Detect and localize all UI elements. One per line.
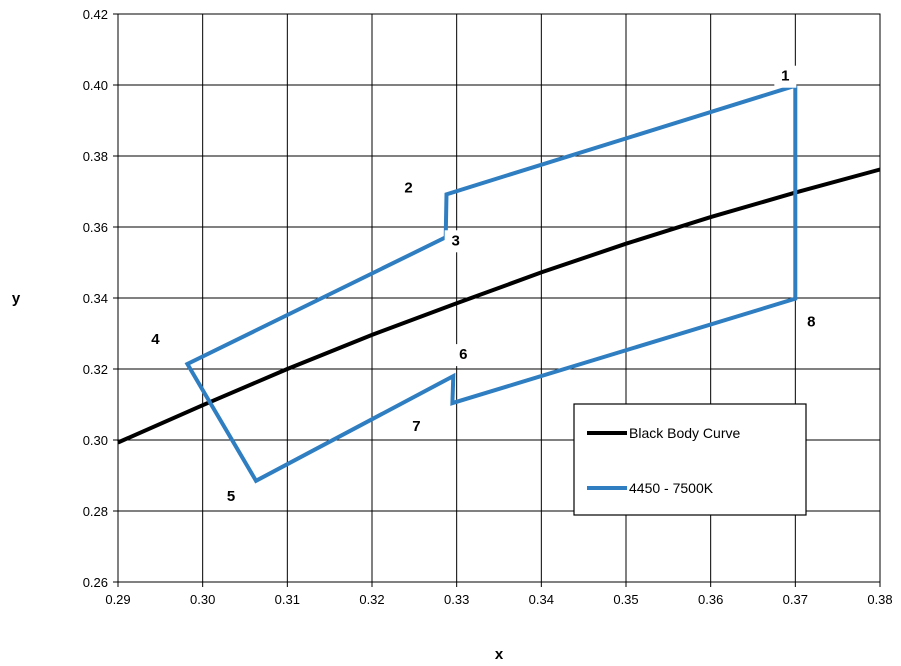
point-labels: 1 2 3 4 5 6 7 8: [144, 65, 823, 508]
y-tick-label: 0.26: [83, 575, 108, 590]
point-label-background: [452, 344, 475, 367]
point-label-background: [800, 311, 823, 334]
y-tick-label: 0.36: [83, 220, 108, 235]
point-label-background: [405, 416, 428, 439]
point-label-7: 7: [412, 418, 420, 435]
point-label-4: 4: [151, 331, 160, 348]
legend-label-black-body: Black Body Curve: [629, 425, 740, 441]
y-tick-label: 0.30: [83, 433, 108, 448]
y-tick-label: 0.34: [83, 291, 108, 306]
x-tick-label: 0.31: [275, 592, 300, 607]
point-label-background: [774, 65, 797, 88]
x-tick-label: 0.33: [444, 592, 469, 607]
series-4450-7500k: [184, 83, 798, 484]
series-black-body-curve: [117, 167, 881, 445]
legend: Black Body Curve 4450 - 7500K: [573, 403, 807, 516]
y-axis-title: y: [12, 290, 21, 307]
point-label-background: [220, 485, 243, 508]
y-tick-label: 0.40: [83, 78, 108, 93]
y-tick-label: 0.32: [83, 362, 108, 377]
series-lines: [117, 83, 881, 484]
y-tick-labels: 0.26 0.28 0.30 0.32 0.34 0.36 0.38 0.40 0.42: [83, 7, 108, 590]
x-tick-label: 0.37: [783, 592, 808, 607]
x-tick-label: 0.38: [867, 592, 892, 607]
x-tick-label: 0.29: [105, 592, 130, 607]
x-tick-label: 0.34: [529, 592, 554, 607]
point-label-background: [397, 177, 420, 200]
y-tick-label: 0.42: [83, 7, 108, 22]
point-label-background: [144, 329, 167, 352]
x-tick-label: 0.36: [698, 592, 723, 607]
point-label-5: 5: [227, 488, 235, 505]
x-tick-label: 0.35: [613, 592, 638, 607]
point-label-3: 3: [451, 232, 459, 249]
plot-border: [117, 13, 881, 583]
y-tick-label: 0.28: [83, 504, 108, 519]
point-label-8: 8: [807, 314, 815, 331]
x-tick-labels: 0.29 0.30 0.31 0.32 0.33 0.34 0.35 0.36 0.37 0.38: [105, 592, 892, 607]
y-tick-label: 0.38: [83, 149, 108, 164]
x-axis-title: x: [495, 646, 504, 663]
point-label-6: 6: [459, 346, 467, 363]
legend-box: [573, 403, 807, 516]
point-label-background: [444, 230, 467, 253]
x-tick-label: 0.30: [190, 592, 215, 607]
legend-label-4450-7500k: 4450 - 7500K: [629, 480, 714, 496]
x-tick-label: 0.32: [359, 592, 384, 607]
point-label-2: 2: [404, 179, 412, 196]
point-label-1: 1: [781, 68, 789, 85]
